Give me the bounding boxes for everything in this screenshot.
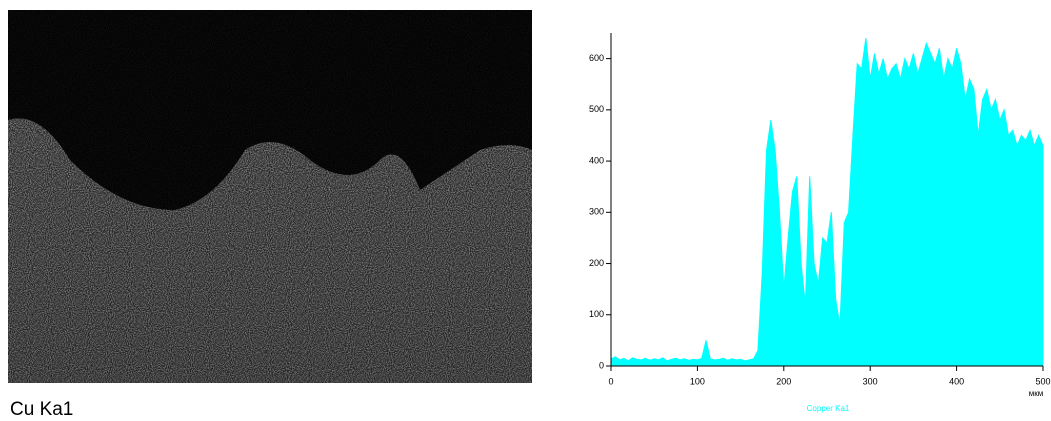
y-tick-label: 500 — [589, 104, 604, 114]
y-tick-label: 0 — [599, 360, 604, 370]
y-tick-label: 600 — [589, 53, 604, 63]
element-map — [8, 10, 532, 383]
area — [610, 38, 1044, 367]
chart-title: Copper Ka1 — [807, 404, 850, 413]
map-label: Cu Ka1 — [10, 399, 73, 420]
x-tick-label: 400 — [949, 376, 964, 386]
x-axis-unit: мкм — [1029, 389, 1044, 398]
x-tick-label: 300 — [863, 376, 878, 386]
x-tick-label: 500 — [1035, 376, 1050, 386]
y-tick-label: 200 — [589, 258, 604, 268]
x-tick-label: 200 — [776, 376, 791, 386]
y-tick-label: 300 — [589, 207, 604, 217]
y-tick-label: 100 — [589, 309, 604, 319]
y-tick-label: 400 — [589, 155, 604, 165]
x-tick-label: 100 — [690, 376, 705, 386]
x-tick-label: 0 — [608, 376, 613, 386]
